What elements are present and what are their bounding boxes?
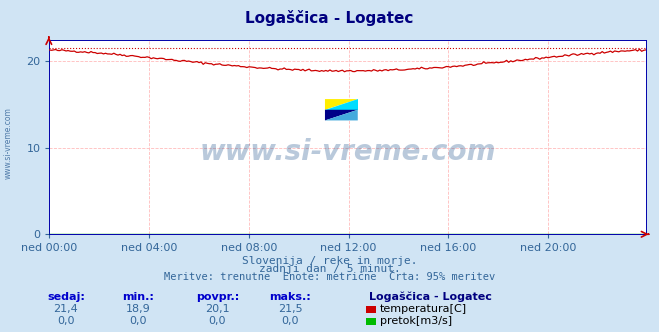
Text: 20,1: 20,1 xyxy=(205,304,230,314)
Text: 0,0: 0,0 xyxy=(281,316,299,326)
Text: temperatura[C]: temperatura[C] xyxy=(380,304,467,314)
Text: 18,9: 18,9 xyxy=(126,304,151,314)
Text: Slovenija / reke in morje.: Slovenija / reke in morje. xyxy=(242,256,417,266)
Polygon shape xyxy=(325,99,358,110)
Text: zadnji dan / 5 minut.: zadnji dan / 5 minut. xyxy=(258,264,401,274)
Text: 21,5: 21,5 xyxy=(277,304,302,314)
Text: 21,4: 21,4 xyxy=(53,304,78,314)
Text: www.si-vreme.com: www.si-vreme.com xyxy=(200,138,496,166)
Text: min.:: min.: xyxy=(123,292,154,302)
Text: pretok[m3/s]: pretok[m3/s] xyxy=(380,316,451,326)
Text: 0,0: 0,0 xyxy=(209,316,226,326)
Polygon shape xyxy=(325,110,358,121)
Text: maks.:: maks.: xyxy=(269,292,311,302)
Text: 0,0: 0,0 xyxy=(57,316,74,326)
Text: povpr.:: povpr.: xyxy=(196,292,239,302)
Polygon shape xyxy=(325,99,358,110)
Text: sedaj:: sedaj: xyxy=(47,292,85,302)
Text: Meritve: trenutne  Enote: metrične  Črta: 95% meritev: Meritve: trenutne Enote: metrične Črta: … xyxy=(164,272,495,282)
Text: Logaščica - Logatec: Logaščica - Logatec xyxy=(245,10,414,26)
Text: Logaščica - Logatec: Logaščica - Logatec xyxy=(369,292,492,302)
Text: www.si-vreme.com: www.si-vreme.com xyxy=(3,107,13,179)
Text: 0,0: 0,0 xyxy=(130,316,147,326)
Polygon shape xyxy=(325,110,358,121)
